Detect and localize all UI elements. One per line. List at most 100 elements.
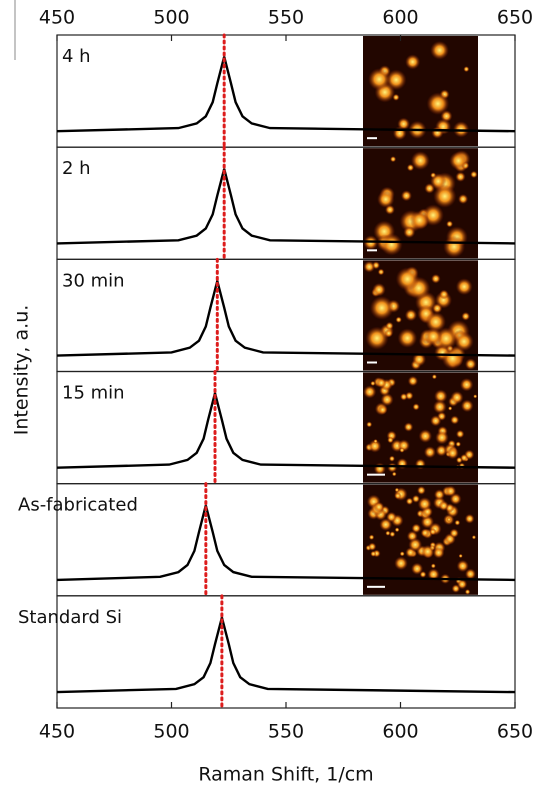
blob — [447, 406, 453, 411]
blob — [433, 184, 457, 208]
blob — [411, 562, 424, 575]
panel-label: As-fabricated — [18, 495, 138, 516]
x-tick-label: 450 — [39, 721, 75, 743]
scale-bar — [367, 249, 377, 252]
blob — [430, 40, 449, 60]
blob — [388, 455, 396, 462]
blob — [376, 377, 387, 389]
blob — [445, 485, 457, 497]
panel-label: 30 min — [62, 270, 125, 291]
blob — [400, 190, 412, 202]
blob — [368, 439, 382, 453]
blob — [432, 546, 445, 559]
blob — [414, 458, 426, 470]
blob — [454, 519, 461, 526]
blob — [460, 399, 474, 413]
blob — [431, 126, 444, 139]
spectrum-line — [56, 276, 516, 357]
blob — [443, 235, 466, 258]
blob — [419, 571, 427, 578]
spectrum-line — [56, 168, 516, 245]
scale-bar — [367, 137, 377, 140]
blob — [446, 220, 454, 228]
blob — [471, 535, 477, 540]
blob — [429, 528, 437, 536]
blob — [446, 516, 452, 523]
blob — [456, 456, 463, 464]
blob — [363, 260, 376, 273]
blob — [456, 559, 469, 573]
blob — [434, 389, 448, 403]
blob — [373, 501, 385, 513]
x-tick-label-top: 600 — [382, 7, 418, 29]
blob — [389, 531, 396, 538]
x-tick-label: 650 — [497, 721, 533, 743]
blob — [430, 563, 436, 569]
blob — [464, 589, 471, 595]
blob — [473, 394, 478, 399]
blob — [405, 54, 421, 70]
blob — [405, 497, 414, 506]
blob — [412, 352, 427, 367]
x-axis-label: Raman Shift, 1/cm — [198, 764, 373, 786]
blob — [450, 390, 464, 405]
x-tick-label-top: 500 — [153, 7, 189, 29]
x-tick-label: 550 — [268, 721, 304, 743]
blob — [403, 422, 414, 432]
blob — [392, 126, 407, 141]
blob — [463, 66, 470, 73]
blob — [403, 226, 416, 239]
blob — [458, 193, 469, 205]
blob — [370, 380, 376, 387]
blob — [369, 296, 394, 320]
blob — [385, 530, 391, 536]
blob — [438, 500, 449, 511]
blob — [439, 289, 449, 300]
scale-bar — [367, 473, 385, 476]
blob — [470, 170, 478, 179]
blob — [410, 151, 430, 171]
blob — [464, 358, 477, 370]
blob — [399, 551, 405, 557]
x-tick-label-top: 450 — [39, 7, 75, 29]
blob — [373, 462, 386, 475]
y-axis-label: Intensity, a.u. — [11, 305, 33, 436]
blob — [399, 447, 405, 453]
blob — [408, 537, 423, 552]
blob — [455, 278, 473, 296]
blob — [395, 316, 402, 323]
x-tick-label: 600 — [382, 721, 418, 743]
blob — [379, 518, 393, 532]
panel-label: 15 min — [62, 383, 125, 404]
blob — [432, 303, 443, 314]
blob — [363, 385, 377, 399]
micrograph-blobs — [368, 40, 470, 141]
spectrum-line — [56, 56, 516, 133]
blob — [424, 327, 443, 346]
blob — [425, 311, 447, 333]
blob — [458, 553, 463, 559]
blob — [409, 210, 430, 230]
blob — [407, 375, 419, 387]
blob — [368, 534, 375, 541]
blob — [461, 311, 471, 321]
blob — [395, 267, 420, 291]
spectrum-line — [56, 612, 516, 694]
panel-label: 2 h — [62, 158, 91, 179]
blob — [377, 268, 385, 276]
scale-bar — [367, 361, 377, 364]
blob — [390, 156, 397, 163]
x-tick-label-top: 550 — [268, 7, 304, 29]
blob — [366, 421, 373, 428]
blob — [454, 331, 474, 352]
blob — [464, 513, 475, 524]
blob — [387, 436, 394, 444]
blob — [368, 68, 391, 91]
blob — [400, 393, 408, 401]
panel-label: Standard Si — [18, 607, 122, 628]
blob — [430, 415, 442, 427]
micrograph-blobs — [363, 374, 478, 477]
blob — [426, 92, 450, 115]
blob — [433, 489, 445, 501]
